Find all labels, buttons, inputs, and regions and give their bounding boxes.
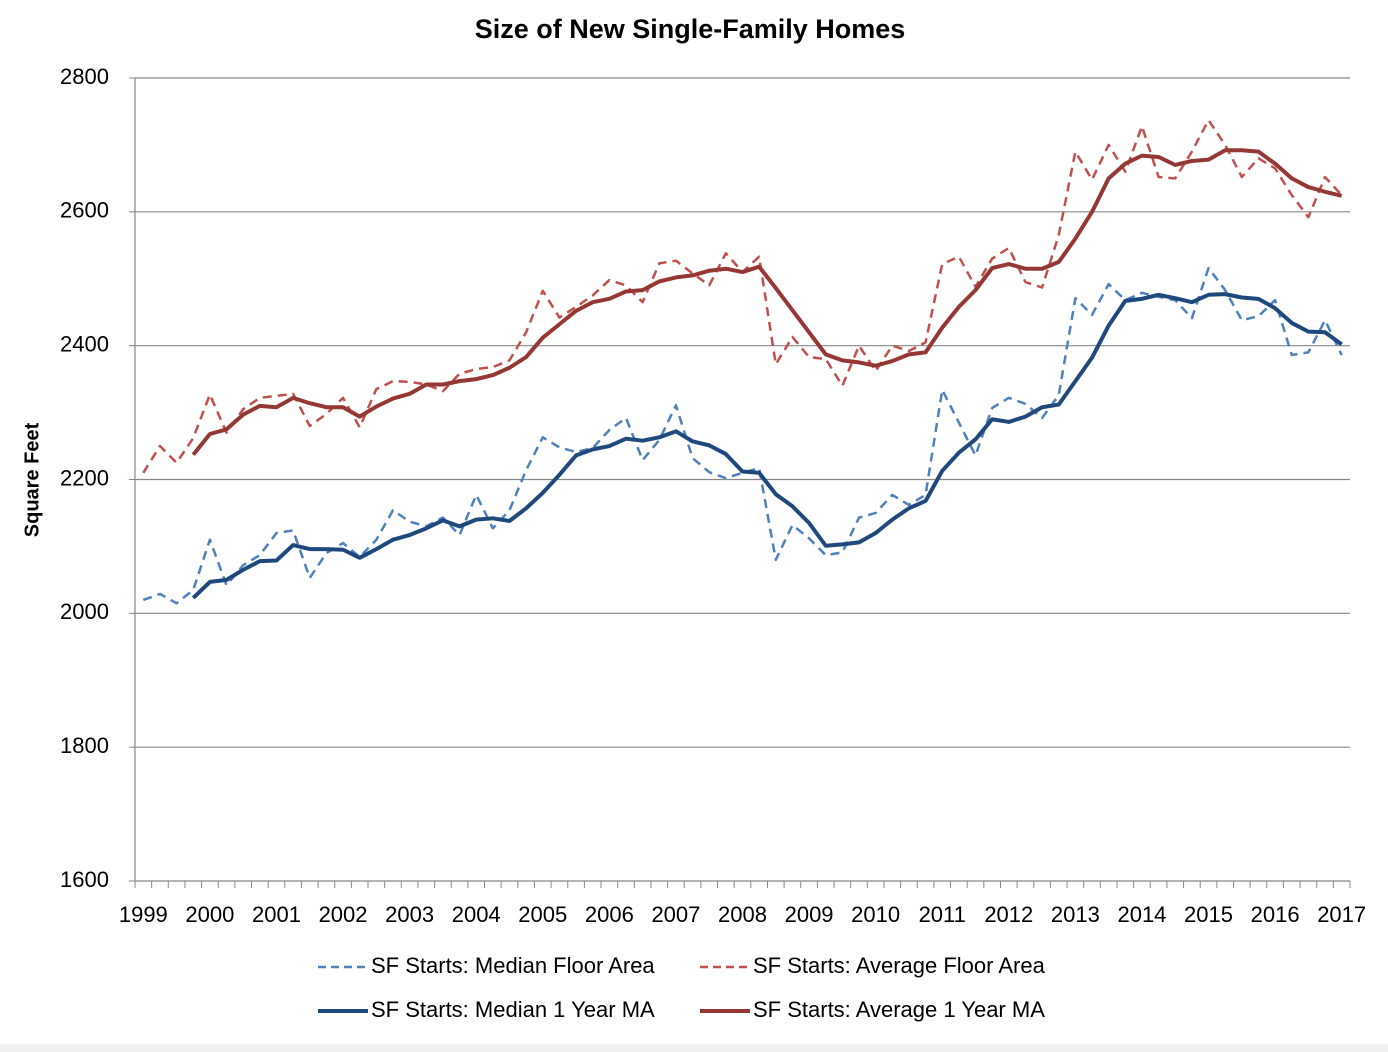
x-tick-label: 1999	[119, 902, 168, 927]
legend-label: SF Starts: Median 1 Year MA	[371, 997, 655, 1022]
chart-title: Size of New Single-Family Homes	[475, 14, 906, 44]
x-tick-label: 2012	[984, 902, 1033, 927]
x-tick-label: 2013	[1051, 902, 1100, 927]
bottom-border	[0, 1044, 1388, 1052]
x-tick-label: 2005	[518, 902, 567, 927]
y-axis-label: Square Feet	[21, 422, 43, 537]
series-line	[191, 292, 1343, 600]
x-tick-label: 2010	[851, 902, 900, 927]
x-tick-label: 2017	[1317, 902, 1366, 927]
x-tick-label: 2000	[185, 902, 234, 927]
y-tick-label: 1600	[60, 867, 109, 892]
series-line	[142, 266, 1343, 605]
x-tick-label: 2001	[252, 902, 301, 927]
y-tick-label: 2200	[60, 465, 109, 490]
y-tick-label: 1800	[60, 733, 109, 758]
legend-label: SF Starts: Median Floor Area	[371, 953, 655, 978]
x-tick-label: 2009	[785, 902, 834, 927]
x-tick-label: 2008	[718, 902, 767, 927]
x-tick-label: 2014	[1117, 902, 1166, 927]
y-tick-label: 2600	[60, 198, 109, 223]
x-tick-label: 2011	[919, 902, 966, 927]
legend-label: SF Starts: Average 1 Year MA	[753, 997, 1045, 1022]
series-line	[191, 148, 1343, 456]
x-tick-label: 2002	[319, 902, 368, 927]
x-tick-label: 2003	[385, 902, 434, 927]
y-tick-label: 2400	[60, 331, 109, 356]
x-tick-label: 2015	[1184, 902, 1233, 927]
x-tick-label: 2006	[585, 902, 634, 927]
y-tick-label: 2000	[60, 599, 109, 624]
legend-label: SF Starts: Average Floor Area	[753, 953, 1046, 978]
y-tick-label: 2800	[60, 64, 109, 89]
x-tick-label: 2016	[1251, 902, 1300, 927]
x-tick-label: 2007	[651, 902, 700, 927]
x-tick-label: 2004	[452, 902, 501, 927]
